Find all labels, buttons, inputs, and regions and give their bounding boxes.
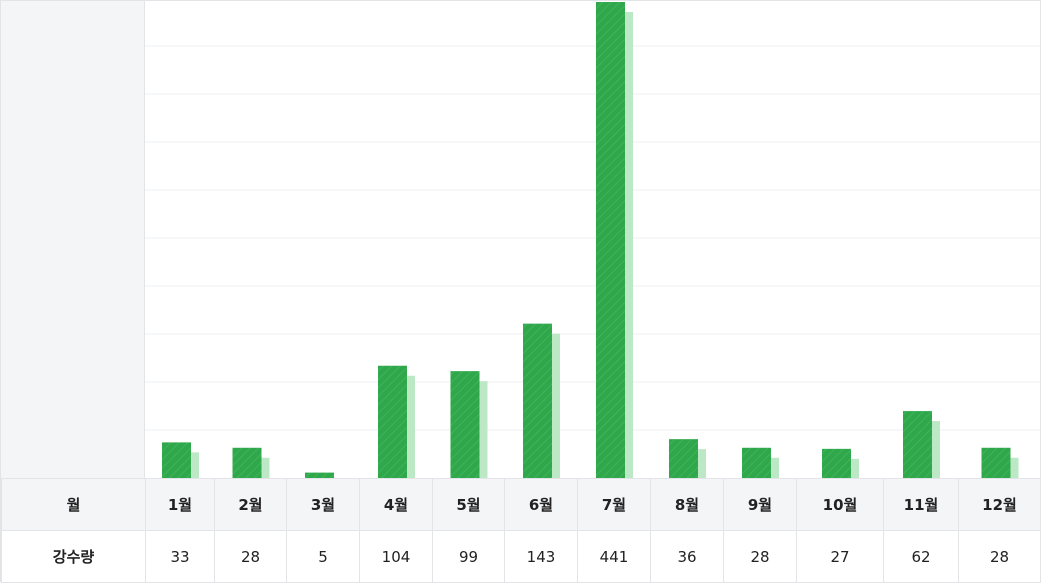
value-cell: 5 [286,530,360,583]
value-cell: 28 [723,530,797,583]
bar-chart [145,2,1040,478]
value-cell: 104 [359,530,433,583]
value-cell: 27 [796,530,884,583]
left-panel [1,1,145,478]
bar-texture [903,411,932,478]
month-cell: 10월 [796,478,884,531]
bar-texture [669,439,698,478]
bar-texture [822,448,851,478]
bar-texture [596,2,625,478]
month-cell: 8월 [650,478,724,531]
value-cell: 28 [958,530,1041,583]
value-cell: 143 [504,530,578,583]
month-cell: 7월 [577,478,651,531]
grid-lines [145,45,1040,431]
month-cell: 6월 [504,478,578,531]
value-row: 강수량 33 28 5 104 99 143 441 36 28 27 62 28 [1,530,1041,583]
month-cell: 5월 [432,478,505,531]
bar-texture [162,442,191,478]
bar-texture [232,447,262,478]
value-cell: 28 [214,530,287,583]
value-cell: 99 [432,530,505,583]
month-cell: 3월 [286,478,360,531]
value-cell: 62 [883,530,959,583]
month-cell: 9월 [723,478,797,531]
value-cell: 36 [650,530,724,583]
bar-texture [450,371,480,478]
bar-texture [981,447,1011,478]
month-cell: 12월 [958,478,1041,531]
value-cell: 33 [145,530,215,583]
bar-texture [523,323,552,478]
month-cell: 2월 [214,478,287,531]
bars [162,2,1019,478]
month-cell: 1월 [145,478,215,531]
value-cell: 441 [577,530,651,583]
data-table: 월 1월 2월 3월 4월 5월 6월 7월 8월 9월 10월 11월 12월 강수량 33 28 5 1… [1,478,1041,583]
bar-texture [305,472,334,478]
month-cell: 11월 [883,478,959,531]
month-cell: 4월 [359,478,433,531]
bar-texture [378,365,407,478]
month-row-header: 월 [1,478,146,531]
month-row: 월 1월 2월 3월 4월 5월 6월 7월 8월 9월 10월 11월 12월 [1,478,1041,531]
value-row-header: 강수량 [1,530,146,583]
bar-texture [742,447,771,478]
